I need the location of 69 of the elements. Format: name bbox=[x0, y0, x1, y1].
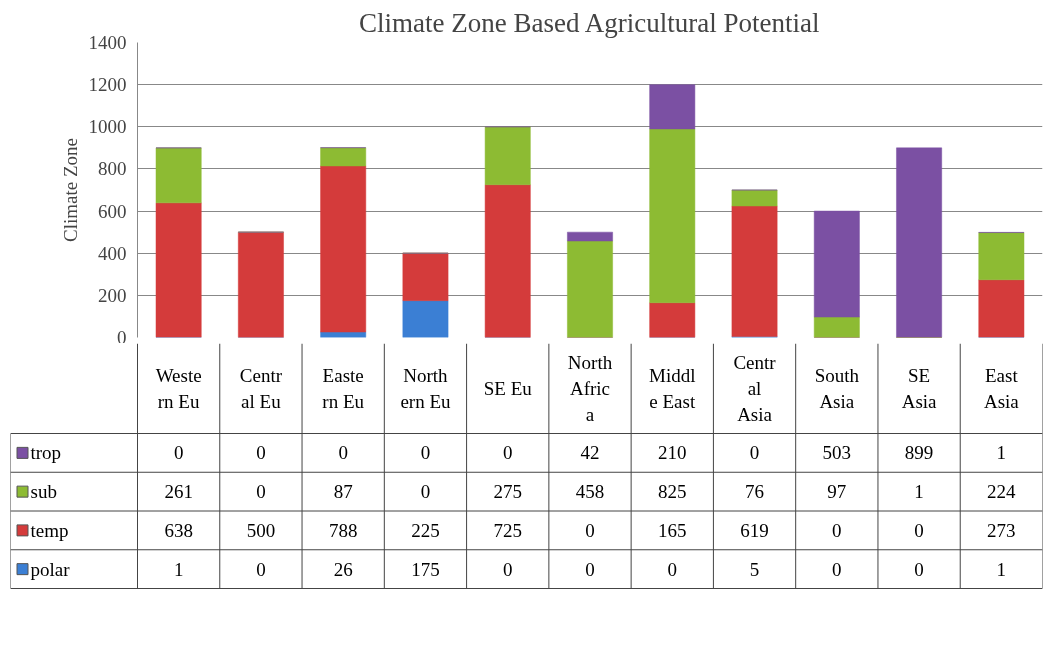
data-label: 0 bbox=[832, 558, 842, 580]
data-label: 1 bbox=[996, 558, 1007, 580]
x-tick-label: South Asia bbox=[814, 364, 860, 413]
data-label: 97 bbox=[827, 481, 847, 503]
data-label: 26 bbox=[333, 558, 353, 580]
data-label: 619 bbox=[740, 519, 769, 541]
y-tick-label: 1200 bbox=[88, 74, 127, 96]
x-tick-label: Western Eu bbox=[155, 364, 202, 413]
data-label: 788 bbox=[328, 519, 358, 541]
data-label: 0 bbox=[502, 558, 513, 580]
data-label: 273 bbox=[987, 519, 1016, 541]
data-label: 175 bbox=[411, 558, 440, 580]
x-tick-label: SE Asia bbox=[901, 364, 938, 413]
data-label: 0 bbox=[502, 442, 513, 464]
data-label: 0 bbox=[832, 519, 842, 541]
data-label: 76 bbox=[745, 481, 765, 503]
x-tick-label: Middle East bbox=[649, 364, 696, 413]
legend-label: temp bbox=[30, 519, 69, 541]
data-label: 0 bbox=[749, 442, 760, 464]
data-label: 1 bbox=[914, 481, 924, 503]
data-label: 0 bbox=[420, 481, 431, 503]
chart-title: Climate Zone Based Agricultural Potential bbox=[359, 7, 820, 38]
data-label: 825 bbox=[658, 481, 687, 503]
x-tick-label: SE Eu bbox=[483, 378, 533, 399]
y-tick-label: 0 bbox=[117, 326, 127, 348]
y-axis-title: Climate Zone bbox=[59, 138, 81, 242]
data-label: 1 bbox=[996, 442, 1007, 464]
data-label: 0 bbox=[585, 519, 595, 541]
data-label: 725 bbox=[493, 519, 522, 541]
y-tick-label: 1000 bbox=[88, 116, 127, 138]
data-label: 275 bbox=[493, 481, 522, 503]
data-label: 5 bbox=[749, 558, 760, 580]
data-label: 1 bbox=[173, 558, 184, 580]
data-label: 165 bbox=[658, 519, 687, 541]
data-label: 210 bbox=[658, 442, 687, 464]
data-label: 638 bbox=[164, 519, 193, 541]
data-label: 0 bbox=[420, 442, 431, 464]
y-tick-label: 600 bbox=[98, 200, 127, 222]
data-label: 503 bbox=[822, 442, 852, 464]
y-tick-label: 200 bbox=[98, 284, 127, 306]
x-tick-label: Northern Eu bbox=[400, 364, 452, 413]
x-tick-label: Central Asia bbox=[733, 351, 777, 426]
data-label: 0 bbox=[914, 519, 924, 541]
x-tick-label: North Africa bbox=[567, 351, 613, 426]
data-label: 458 bbox=[575, 481, 605, 503]
data-label: 0 bbox=[585, 558, 595, 580]
data-label: 899 bbox=[904, 442, 934, 464]
data-label: 261 bbox=[164, 481, 193, 503]
data-label: 500 bbox=[246, 519, 276, 541]
legend-label: trop bbox=[30, 442, 62, 464]
x-tick-label: Eastern Eu bbox=[322, 364, 365, 413]
data-label: 0 bbox=[256, 481, 266, 503]
data-label: 0 bbox=[173, 442, 184, 464]
y-tick-label: 1400 bbox=[88, 32, 127, 53]
data-label: 0 bbox=[256, 558, 266, 580]
legend-label: sub bbox=[30, 481, 57, 503]
x-tick-label: Central Eu bbox=[239, 364, 283, 413]
legend-label: polar bbox=[30, 558, 71, 580]
y-tick-label: 800 bbox=[98, 158, 127, 180]
data-label: 0 bbox=[914, 558, 924, 580]
x-tick-label: East Asia bbox=[983, 364, 1020, 413]
y-tick-label: 400 bbox=[98, 242, 127, 264]
data-label: 225 bbox=[411, 519, 440, 541]
data-label: 0 bbox=[667, 558, 678, 580]
data-label: 0 bbox=[338, 442, 348, 464]
data-label: 224 bbox=[987, 481, 1017, 503]
data-label: 87 bbox=[333, 481, 353, 503]
data-label: 42 bbox=[580, 442, 600, 464]
data-label: 0 bbox=[256, 442, 266, 464]
